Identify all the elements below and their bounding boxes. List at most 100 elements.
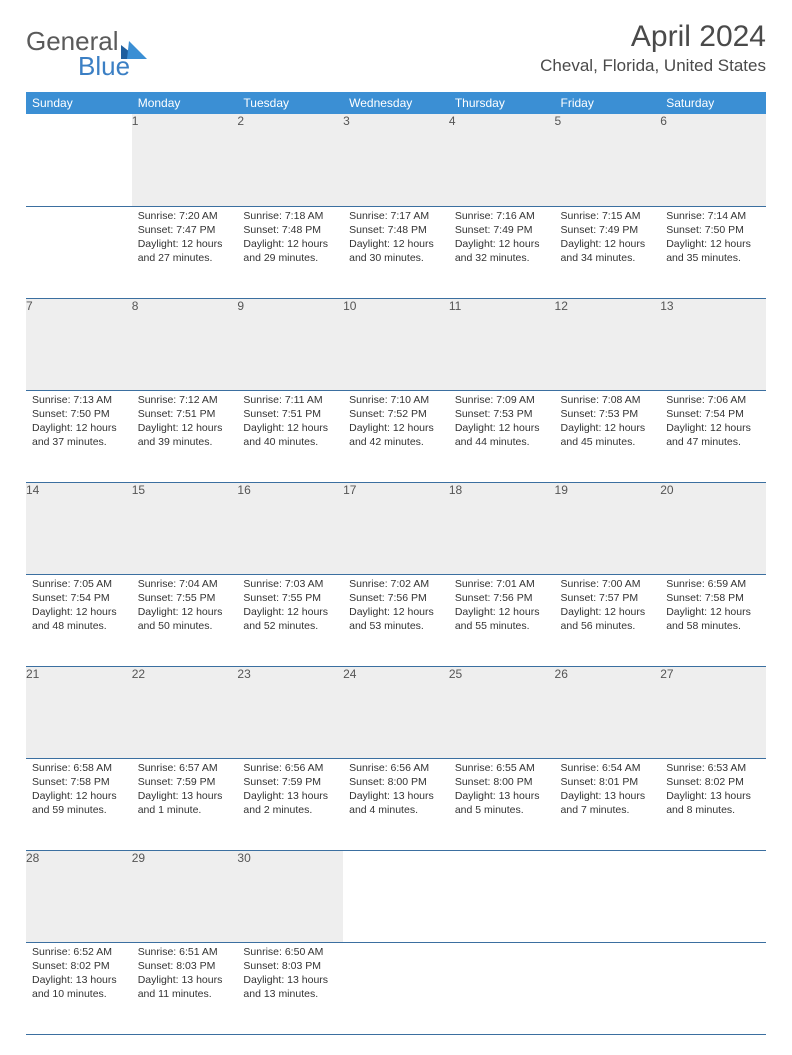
sunset-text: Sunset: 7:57 PM [561, 591, 655, 605]
sunrise-text: Sunrise: 7:04 AM [138, 577, 232, 591]
day-number: 17 [343, 482, 449, 574]
day-cell-content: Sunrise: 6:57 AMSunset: 7:59 PMDaylight:… [132, 759, 238, 822]
day-cell-content: Sunrise: 6:55 AMSunset: 8:00 PMDaylight:… [449, 759, 555, 822]
daylight-text: Daylight: 13 hours [666, 789, 760, 803]
daylight-text: Daylight: 13 hours [243, 789, 337, 803]
day-number: 30 [237, 850, 343, 942]
sunset-text: Sunset: 8:00 PM [455, 775, 549, 789]
title-block: April 2024 Cheval, Florida, United State… [540, 20, 766, 76]
sunset-text: Sunset: 7:51 PM [138, 407, 232, 421]
day-cell: Sunrise: 7:04 AMSunset: 7:55 PMDaylight:… [132, 574, 238, 666]
day-cell-content: Sunrise: 7:00 AMSunset: 7:57 PMDaylight:… [555, 575, 661, 638]
sunrise-text: Sunrise: 7:10 AM [349, 393, 443, 407]
day-cell: Sunrise: 7:02 AMSunset: 7:56 PMDaylight:… [343, 574, 449, 666]
day-cell: Sunrise: 7:00 AMSunset: 7:57 PMDaylight:… [555, 574, 661, 666]
daylight-text: Daylight: 12 hours [455, 421, 549, 435]
daylight-text: and 35 minutes. [666, 251, 760, 265]
day-number: 9 [237, 298, 343, 390]
sunset-text: Sunset: 8:00 PM [349, 775, 443, 789]
daylight-text: Daylight: 12 hours [243, 421, 337, 435]
sunset-text: Sunset: 7:49 PM [455, 223, 549, 237]
day-number: 11 [449, 298, 555, 390]
daylight-text: Daylight: 13 hours [243, 973, 337, 987]
daylight-text: Daylight: 12 hours [32, 789, 126, 803]
day-cell: Sunrise: 7:17 AMSunset: 7:48 PMDaylight:… [343, 206, 449, 298]
daylight-text: Daylight: 13 hours [455, 789, 549, 803]
daylight-text: and 55 minutes. [455, 619, 549, 633]
day-number: 3 [343, 114, 449, 206]
weekday-heading: Thursday [449, 92, 555, 114]
day-cell-content: Sunrise: 6:53 AMSunset: 8:02 PMDaylight:… [660, 759, 766, 822]
sunrise-text: Sunrise: 6:51 AM [138, 945, 232, 959]
sunrise-text: Sunrise: 7:14 AM [666, 209, 760, 223]
day-number [343, 850, 449, 942]
sunset-text: Sunset: 7:58 PM [666, 591, 760, 605]
sunrise-text: Sunrise: 7:12 AM [138, 393, 232, 407]
day-cell: Sunrise: 6:51 AMSunset: 8:03 PMDaylight:… [132, 942, 238, 1034]
day-cell [26, 206, 132, 298]
day-number: 21 [26, 666, 132, 758]
day-number: 27 [660, 666, 766, 758]
day-number: 10 [343, 298, 449, 390]
day-number [449, 850, 555, 942]
week-row: Sunrise: 7:05 AMSunset: 7:54 PMDaylight:… [26, 574, 766, 666]
day-cell-content: Sunrise: 6:56 AMSunset: 7:59 PMDaylight:… [237, 759, 343, 822]
sunset-text: Sunset: 7:55 PM [243, 591, 337, 605]
day-number: 29 [132, 850, 238, 942]
sunset-text: Sunset: 7:50 PM [32, 407, 126, 421]
sunrise-text: Sunrise: 7:15 AM [561, 209, 655, 223]
day-number: 13 [660, 298, 766, 390]
day-number: 25 [449, 666, 555, 758]
daylight-text: and 48 minutes. [32, 619, 126, 633]
sunrise-text: Sunrise: 7:13 AM [32, 393, 126, 407]
day-cell-content: Sunrise: 7:02 AMSunset: 7:56 PMDaylight:… [343, 575, 449, 638]
weekday-heading: Tuesday [237, 92, 343, 114]
daylight-text: and 44 minutes. [455, 435, 549, 449]
weekday-heading: Saturday [660, 92, 766, 114]
daylight-text: Daylight: 13 hours [561, 789, 655, 803]
logo: General Blue [26, 26, 147, 82]
logo-text-block: General Blue [26, 26, 147, 82]
day-number [555, 850, 661, 942]
daylight-text: Daylight: 13 hours [32, 973, 126, 987]
day-number: 24 [343, 666, 449, 758]
daylight-text: Daylight: 12 hours [138, 237, 232, 251]
day-number [660, 850, 766, 942]
sunrise-text: Sunrise: 6:55 AM [455, 761, 549, 775]
day-cell-content: Sunrise: 7:03 AMSunset: 7:55 PMDaylight:… [237, 575, 343, 638]
daylight-text: and 29 minutes. [243, 251, 337, 265]
day-number: 5 [555, 114, 661, 206]
sunrise-text: Sunrise: 6:56 AM [243, 761, 337, 775]
day-cell-content: Sunrise: 6:56 AMSunset: 8:00 PMDaylight:… [343, 759, 449, 822]
day-number-row: 21222324252627 [26, 666, 766, 758]
weekday-heading: Wednesday [343, 92, 449, 114]
sunrise-text: Sunrise: 7:08 AM [561, 393, 655, 407]
sunrise-text: Sunrise: 6:50 AM [243, 945, 337, 959]
sunset-text: Sunset: 7:49 PM [561, 223, 655, 237]
daylight-text: and 58 minutes. [666, 619, 760, 633]
sunrise-text: Sunrise: 7:18 AM [243, 209, 337, 223]
sunset-text: Sunset: 7:52 PM [349, 407, 443, 421]
day-cell-content: Sunrise: 7:11 AMSunset: 7:51 PMDaylight:… [237, 391, 343, 454]
day-cell: Sunrise: 6:55 AMSunset: 8:00 PMDaylight:… [449, 758, 555, 850]
day-cell-content: Sunrise: 6:54 AMSunset: 8:01 PMDaylight:… [555, 759, 661, 822]
calendar-body: 123456Sunrise: 7:20 AMSunset: 7:47 PMDay… [26, 114, 766, 1034]
day-cell-content: Sunrise: 6:58 AMSunset: 7:58 PMDaylight:… [26, 759, 132, 822]
day-cell [555, 942, 661, 1034]
day-cell-content: Sunrise: 7:14 AMSunset: 7:50 PMDaylight:… [660, 207, 766, 270]
daylight-text: and 59 minutes. [32, 803, 126, 817]
day-number: 7 [26, 298, 132, 390]
sunrise-text: Sunrise: 7:01 AM [455, 577, 549, 591]
month-title: April 2024 [540, 20, 766, 54]
daylight-text: and 2 minutes. [243, 803, 337, 817]
sunrise-text: Sunrise: 7:11 AM [243, 393, 337, 407]
day-cell-content: Sunrise: 7:20 AMSunset: 7:47 PMDaylight:… [132, 207, 238, 270]
header-row: General Blue April 2024 Cheval, Florida,… [26, 20, 766, 82]
day-number: 23 [237, 666, 343, 758]
sunrise-text: Sunrise: 6:59 AM [666, 577, 760, 591]
day-cell: Sunrise: 6:53 AMSunset: 8:02 PMDaylight:… [660, 758, 766, 850]
day-cell-content: Sunrise: 7:18 AMSunset: 7:48 PMDaylight:… [237, 207, 343, 270]
day-number: 1 [132, 114, 238, 206]
sunset-text: Sunset: 7:59 PM [243, 775, 337, 789]
sunset-text: Sunset: 8:03 PM [138, 959, 232, 973]
